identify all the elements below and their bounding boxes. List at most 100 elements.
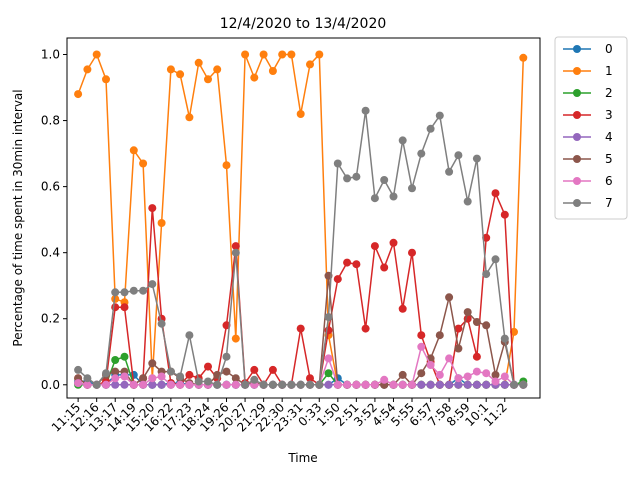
data-point — [129, 380, 138, 389]
data-point — [306, 374, 314, 383]
data-point — [519, 380, 528, 389]
legend: 0 1 2 3 4 5 6 7 — [554, 36, 628, 220]
data-point — [324, 369, 333, 378]
data-point — [361, 106, 370, 115]
legend-label: 4 — [605, 130, 613, 144]
data-point — [380, 375, 389, 384]
data-point — [408, 380, 416, 389]
data-point — [222, 367, 231, 376]
data-point — [315, 50, 324, 59]
data-point — [111, 303, 120, 312]
data-point — [435, 370, 444, 379]
data-point — [241, 50, 250, 59]
data-point — [148, 374, 157, 383]
legend-label: 5 — [605, 152, 613, 166]
data-point — [166, 367, 175, 376]
data-point — [111, 374, 120, 383]
data-point — [417, 380, 426, 389]
data-point — [278, 50, 287, 59]
data-point — [120, 380, 129, 389]
data-point — [482, 380, 491, 389]
data-point — [259, 50, 268, 59]
data-point — [222, 380, 231, 389]
legend-label: 3 — [605, 108, 613, 122]
data-point — [472, 318, 481, 326]
y-axis: 0.0 0.2 0.4 0.6 0.8 1.0 — [41, 48, 67, 392]
data-point — [370, 242, 379, 251]
data-point — [417, 369, 426, 378]
data-point — [472, 154, 481, 163]
data-point — [343, 258, 352, 267]
y-tick-label: 0.6 — [41, 180, 60, 194]
legend-label: 7 — [605, 196, 613, 210]
legend-label: 1 — [605, 64, 613, 78]
data-point — [454, 344, 463, 353]
data-point — [120, 372, 129, 381]
legend-label: 6 — [605, 174, 613, 188]
y-tick-label: 0.8 — [41, 114, 60, 128]
data-point — [92, 380, 101, 389]
data-point — [352, 380, 361, 389]
series-1 — [74, 50, 528, 389]
data-point — [204, 362, 212, 371]
data-point — [306, 380, 314, 389]
data-point — [185, 370, 194, 379]
legend-swatch-marker — [573, 133, 581, 141]
data-point — [510, 327, 518, 336]
data-point — [139, 374, 148, 383]
data-point — [166, 65, 175, 74]
data-point — [343, 174, 352, 183]
data-point — [157, 219, 166, 227]
data-point — [74, 365, 83, 374]
data-point — [435, 331, 444, 340]
data-point — [157, 380, 166, 389]
x-axis: 11:1512:1613:1714:1915:2016:2217:2318:24… — [49, 398, 510, 435]
data-point — [361, 324, 370, 333]
data-point — [213, 65, 222, 74]
series-7 — [74, 106, 528, 389]
data-point — [445, 380, 454, 389]
legend-swatch-marker — [573, 177, 581, 185]
data-point — [157, 372, 166, 381]
data-point — [306, 60, 314, 69]
legend-item-1: 1 — [563, 64, 613, 78]
data-point — [389, 238, 398, 247]
data-point — [268, 365, 277, 374]
legend-swatch-marker — [573, 111, 581, 119]
data-point — [139, 159, 148, 168]
data-point — [194, 58, 203, 67]
data-point — [231, 334, 240, 343]
data-point — [417, 331, 426, 340]
data-point — [463, 308, 472, 317]
data-point — [435, 380, 444, 389]
data-point — [482, 369, 491, 378]
data-point — [389, 192, 398, 201]
data-point — [380, 176, 389, 184]
y-tick-label: 0.4 — [41, 246, 60, 260]
data-point — [157, 319, 166, 328]
data-point — [185, 113, 194, 122]
data-point — [111, 367, 120, 376]
data-point — [268, 67, 277, 75]
data-point — [176, 70, 185, 79]
series-layer — [74, 50, 528, 389]
data-point — [213, 380, 222, 389]
data-point — [111, 356, 120, 364]
data-point — [491, 370, 500, 379]
data-point — [352, 172, 361, 181]
data-point — [472, 367, 481, 376]
data-point — [111, 288, 120, 297]
chart-title: 12/4/2020 to 13/4/2020 — [220, 16, 387, 32]
legend-item-3: 3 — [563, 108, 613, 122]
data-point — [185, 380, 194, 389]
legend-item-5: 5 — [563, 152, 613, 166]
legend-item-7: 7 — [563, 196, 613, 210]
data-point — [185, 331, 194, 340]
data-point — [417, 149, 426, 158]
data-point — [454, 324, 463, 333]
data-point — [324, 313, 333, 322]
data-point — [519, 53, 528, 62]
data-point — [408, 248, 416, 257]
data-point — [222, 352, 231, 361]
